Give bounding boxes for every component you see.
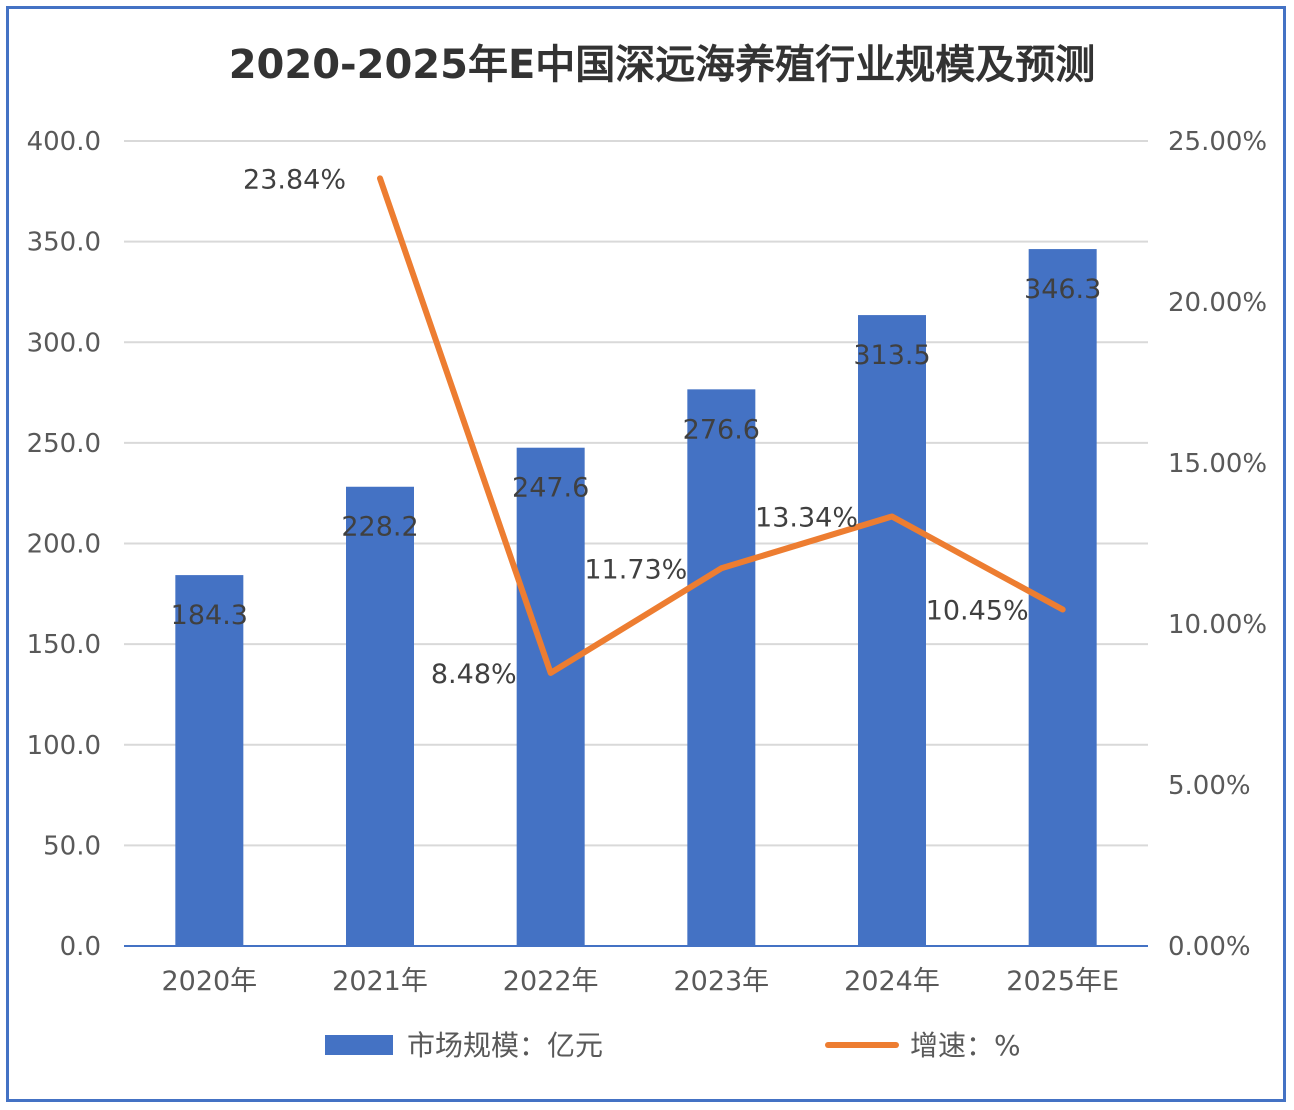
right-tick-label: 10.00% (1168, 610, 1267, 640)
legend-line-label: 增速：% (910, 1029, 1021, 1062)
bar (346, 486, 414, 946)
x-tick-label: 2023年 (673, 966, 769, 997)
line-series (377, 175, 1066, 676)
legend-bar-label: 市场规模：亿元 (407, 1029, 603, 1062)
x-axis-ticks: 2020年 2021年 2022年 2023年 2024年 2025年E (161, 966, 1119, 997)
bar-value-label: 313.5 (853, 340, 930, 371)
left-tick-label: 250.0 (27, 429, 101, 459)
bar-value-label: 346.3 (1024, 274, 1101, 305)
x-tick-label: 2022年 (503, 966, 599, 997)
bar (175, 575, 244, 946)
line-value-label: 10.45% (926, 596, 1029, 627)
legend: 市场规模：亿元 增速：% (325, 1029, 1021, 1062)
left-tick-label: 400.0 (27, 127, 101, 157)
right-tick-label: 0.00% (1168, 932, 1251, 962)
bar (516, 447, 585, 946)
line-value-label: 8.48% (431, 659, 517, 690)
line-value-label: 13.34% (755, 502, 858, 533)
bar-value-label: 276.6 (683, 414, 760, 445)
x-tick-label: 2021年 (332, 966, 428, 997)
left-tick-label: 0.0 (60, 932, 101, 962)
right-tick-label: 15.00% (1168, 449, 1267, 479)
line-data-labels: 23.84% 8.48% 11.73% 13.34% 10.45% (243, 164, 1029, 690)
legend-bar-swatch (325, 1035, 393, 1055)
x-tick-label: 2025年E (1006, 966, 1119, 997)
chart-title: 2020-2025年E中国深远海养殖行业规模及预测 (229, 42, 1096, 88)
bar-value-label: 184.3 (171, 600, 248, 631)
left-axis-ticks: 0.0 50.0 100.0 150.0 200.0 250.0 300.0 350.0 400… (27, 127, 101, 962)
bar (858, 315, 926, 946)
bar (687, 389, 756, 946)
x-tick-label: 2020年 (161, 966, 257, 997)
bar-value-label: 228.2 (341, 512, 418, 543)
growth-line (377, 175, 1066, 676)
line-value-label: 23.84% (243, 164, 346, 195)
left-tick-label: 150.0 (27, 630, 101, 660)
line-value-label: 11.73% (584, 554, 687, 585)
bar-data-labels: 184.3 228.2 247.6 276.6 313.5 346.3 (171, 274, 1102, 631)
left-tick-label: 300.0 (27, 328, 101, 358)
left-tick-label: 200.0 (27, 530, 101, 560)
right-axis-ticks: 0.00% 5.00% 10.00% 15.00% 20.00% 25.00% (1168, 127, 1267, 962)
gridlines (124, 140, 1148, 847)
x-tick-label: 2024年 (844, 966, 940, 997)
right-tick-label: 5.00% (1168, 771, 1251, 801)
right-tick-label: 25.00% (1168, 127, 1267, 157)
left-tick-label: 100.0 (27, 731, 101, 761)
left-tick-label: 350.0 (27, 228, 101, 258)
bar-value-label: 247.6 (512, 473, 589, 504)
right-tick-label: 20.00% (1168, 288, 1267, 318)
bar-series (175, 249, 1097, 947)
left-tick-label: 50.0 (43, 831, 101, 861)
